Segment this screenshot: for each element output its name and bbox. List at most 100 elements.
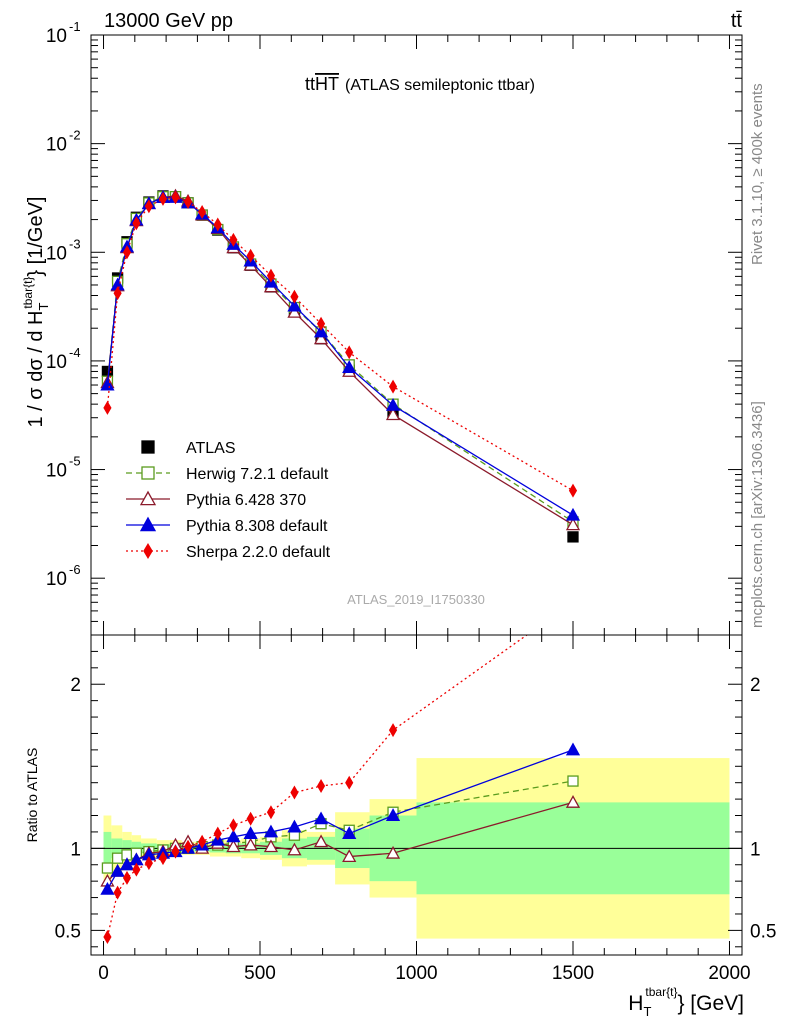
legend-entry: ATLAS xyxy=(186,440,236,457)
ratio-data-point xyxy=(101,862,114,874)
ratio-data-point xyxy=(287,842,302,856)
ratio-y-tick-label: 2 xyxy=(70,675,81,696)
main-series-3 xyxy=(100,190,581,521)
rivet-label: Rivet 3.1.10, ≥ 400k events xyxy=(749,83,766,265)
main-y-tick-exponent: -6 xyxy=(69,562,81,577)
ratio-data-point xyxy=(110,863,125,877)
ratio-data-point xyxy=(345,775,354,790)
ratio-data-point xyxy=(243,837,258,851)
ylabel-sub: T xyxy=(36,303,51,311)
ylabel-sup: tbar{t} xyxy=(21,277,35,309)
main-series-1 xyxy=(101,191,579,528)
ratio-series-line xyxy=(106,635,528,938)
ratio-data-point xyxy=(243,826,258,840)
main-data-point xyxy=(122,245,132,260)
svg-text:1 / σ dσ / d HTtbar{t}} [1/GeV: 1 / σ dσ / d HTtbar{t}} [1/GeV] xyxy=(21,197,51,428)
ratio-panel: 0.5 0.5 1 1 2 2 0 500 1000 1500 2000 Ratio to ATLA… xyxy=(24,596,776,1019)
ratio-data-point xyxy=(342,826,357,840)
ratio-data-point xyxy=(144,856,153,871)
main-y-tick-exponent: -3 xyxy=(69,236,81,251)
ratio-x-tick-label: 1000 xyxy=(395,963,437,984)
main-data-point xyxy=(290,289,299,304)
ylabel-tail: } [1/GeV] xyxy=(25,197,47,277)
ratio-data-point xyxy=(213,826,222,841)
ratio-y-tick-label: 0.5 xyxy=(55,921,81,942)
main-data-point xyxy=(568,483,578,498)
ratio-data-point xyxy=(342,849,357,862)
ratio-data-point xyxy=(316,778,326,793)
ratio-series-3 xyxy=(103,596,576,944)
ratio-data-point xyxy=(132,862,141,877)
main-y-tick-exponent: -4 xyxy=(69,345,81,360)
ratio-xlabel: HTtbar{t}} [GeV] xyxy=(628,985,744,1019)
legend-marker xyxy=(143,543,153,559)
main-data-point xyxy=(103,400,112,415)
ratio-x-tick-label: 2000 xyxy=(708,963,750,984)
legend-marker xyxy=(141,440,155,454)
legend-entry: Sherpa 2.2.0 default xyxy=(186,544,331,561)
title-suffix: (ATLAS semileptonic ttbar) xyxy=(345,77,535,94)
main-data-point xyxy=(567,531,579,543)
main-y-tick-exponent: -2 xyxy=(69,128,81,143)
xlabel-sup: tbar{t} xyxy=(645,985,677,999)
ratio-data-point xyxy=(287,819,302,833)
legend: ATLAS Herwig 7.2.1 default Pythia 6.428 37… xyxy=(126,440,331,561)
main-panel: 10-610-510-410-310-210-1 ttHT (ATLAS semi… xyxy=(21,19,743,636)
ratio-data-point xyxy=(246,811,255,826)
ratio-frame xyxy=(90,634,743,956)
xlabel-tail: } [GeV] xyxy=(677,992,744,1015)
ratio-ylabel: Ratio to ATLAS xyxy=(24,748,40,843)
ratio-data-point xyxy=(263,824,279,838)
main-y-tick-label: 10 xyxy=(46,461,67,482)
beam-label: 13000 GeV pp xyxy=(104,10,233,32)
main-data-point xyxy=(388,379,398,394)
main-y-tick-label: 10 xyxy=(46,135,67,156)
main-data-point xyxy=(565,507,581,521)
ratio-data-point xyxy=(385,845,401,859)
main-data-point xyxy=(144,199,153,214)
main-data-point xyxy=(266,268,276,283)
main-y-tick-exponent: -1 xyxy=(69,19,81,34)
ratio-x-tick-label: 1500 xyxy=(552,963,594,984)
ratio-data-point xyxy=(567,775,579,787)
ratio-data-point xyxy=(313,811,329,825)
xlabel-main: H xyxy=(628,992,643,1015)
main-data-point xyxy=(316,316,326,331)
main-series xyxy=(100,188,581,543)
ratio-data-point xyxy=(226,829,241,843)
ratio-x-tick-label: 500 xyxy=(244,963,276,984)
ratio-data-point xyxy=(569,596,576,608)
ratio-y-tick-label-right: 0.5 xyxy=(750,921,776,942)
ratio-data-point xyxy=(229,818,238,833)
main-title: ttHT (ATLAS semileptonic ttbar) xyxy=(305,74,535,94)
ratio-data-point xyxy=(565,742,581,756)
ratio-axes: 0.5 0.5 1 1 2 2 0 500 1000 1500 2000 xyxy=(55,635,776,984)
main-data-point xyxy=(198,204,207,219)
legend-entry: Pythia 8.308 default xyxy=(186,518,328,535)
main-data-point xyxy=(213,217,222,232)
ratio-data-point xyxy=(171,844,180,859)
main-data-point xyxy=(158,191,168,206)
ratio-data-point xyxy=(113,885,122,900)
main-data-point xyxy=(385,398,401,411)
ratio-x-tick-label: 0 xyxy=(98,963,109,984)
ratio-data-point xyxy=(565,795,581,808)
main-data-point xyxy=(287,304,302,318)
ratio-data-point xyxy=(266,805,276,820)
legend-marker xyxy=(141,466,155,480)
main-series-line xyxy=(106,196,574,516)
legend-entry: Pythia 6.428 370 xyxy=(186,492,306,509)
ratio-data-point xyxy=(313,834,329,848)
main-data-point xyxy=(313,324,329,338)
ratio-data-point xyxy=(385,808,401,821)
ratio-y-tick-label-right: 2 xyxy=(750,675,761,696)
ratio-data-point xyxy=(198,834,207,849)
main-data-point xyxy=(113,286,122,301)
main-data-point xyxy=(287,298,302,312)
ratio-data-point xyxy=(158,851,168,866)
ratio-data-point xyxy=(290,785,299,800)
ratio-data-point xyxy=(100,882,115,895)
title-overline: HT xyxy=(315,74,339,94)
main-series-4 xyxy=(103,190,578,498)
